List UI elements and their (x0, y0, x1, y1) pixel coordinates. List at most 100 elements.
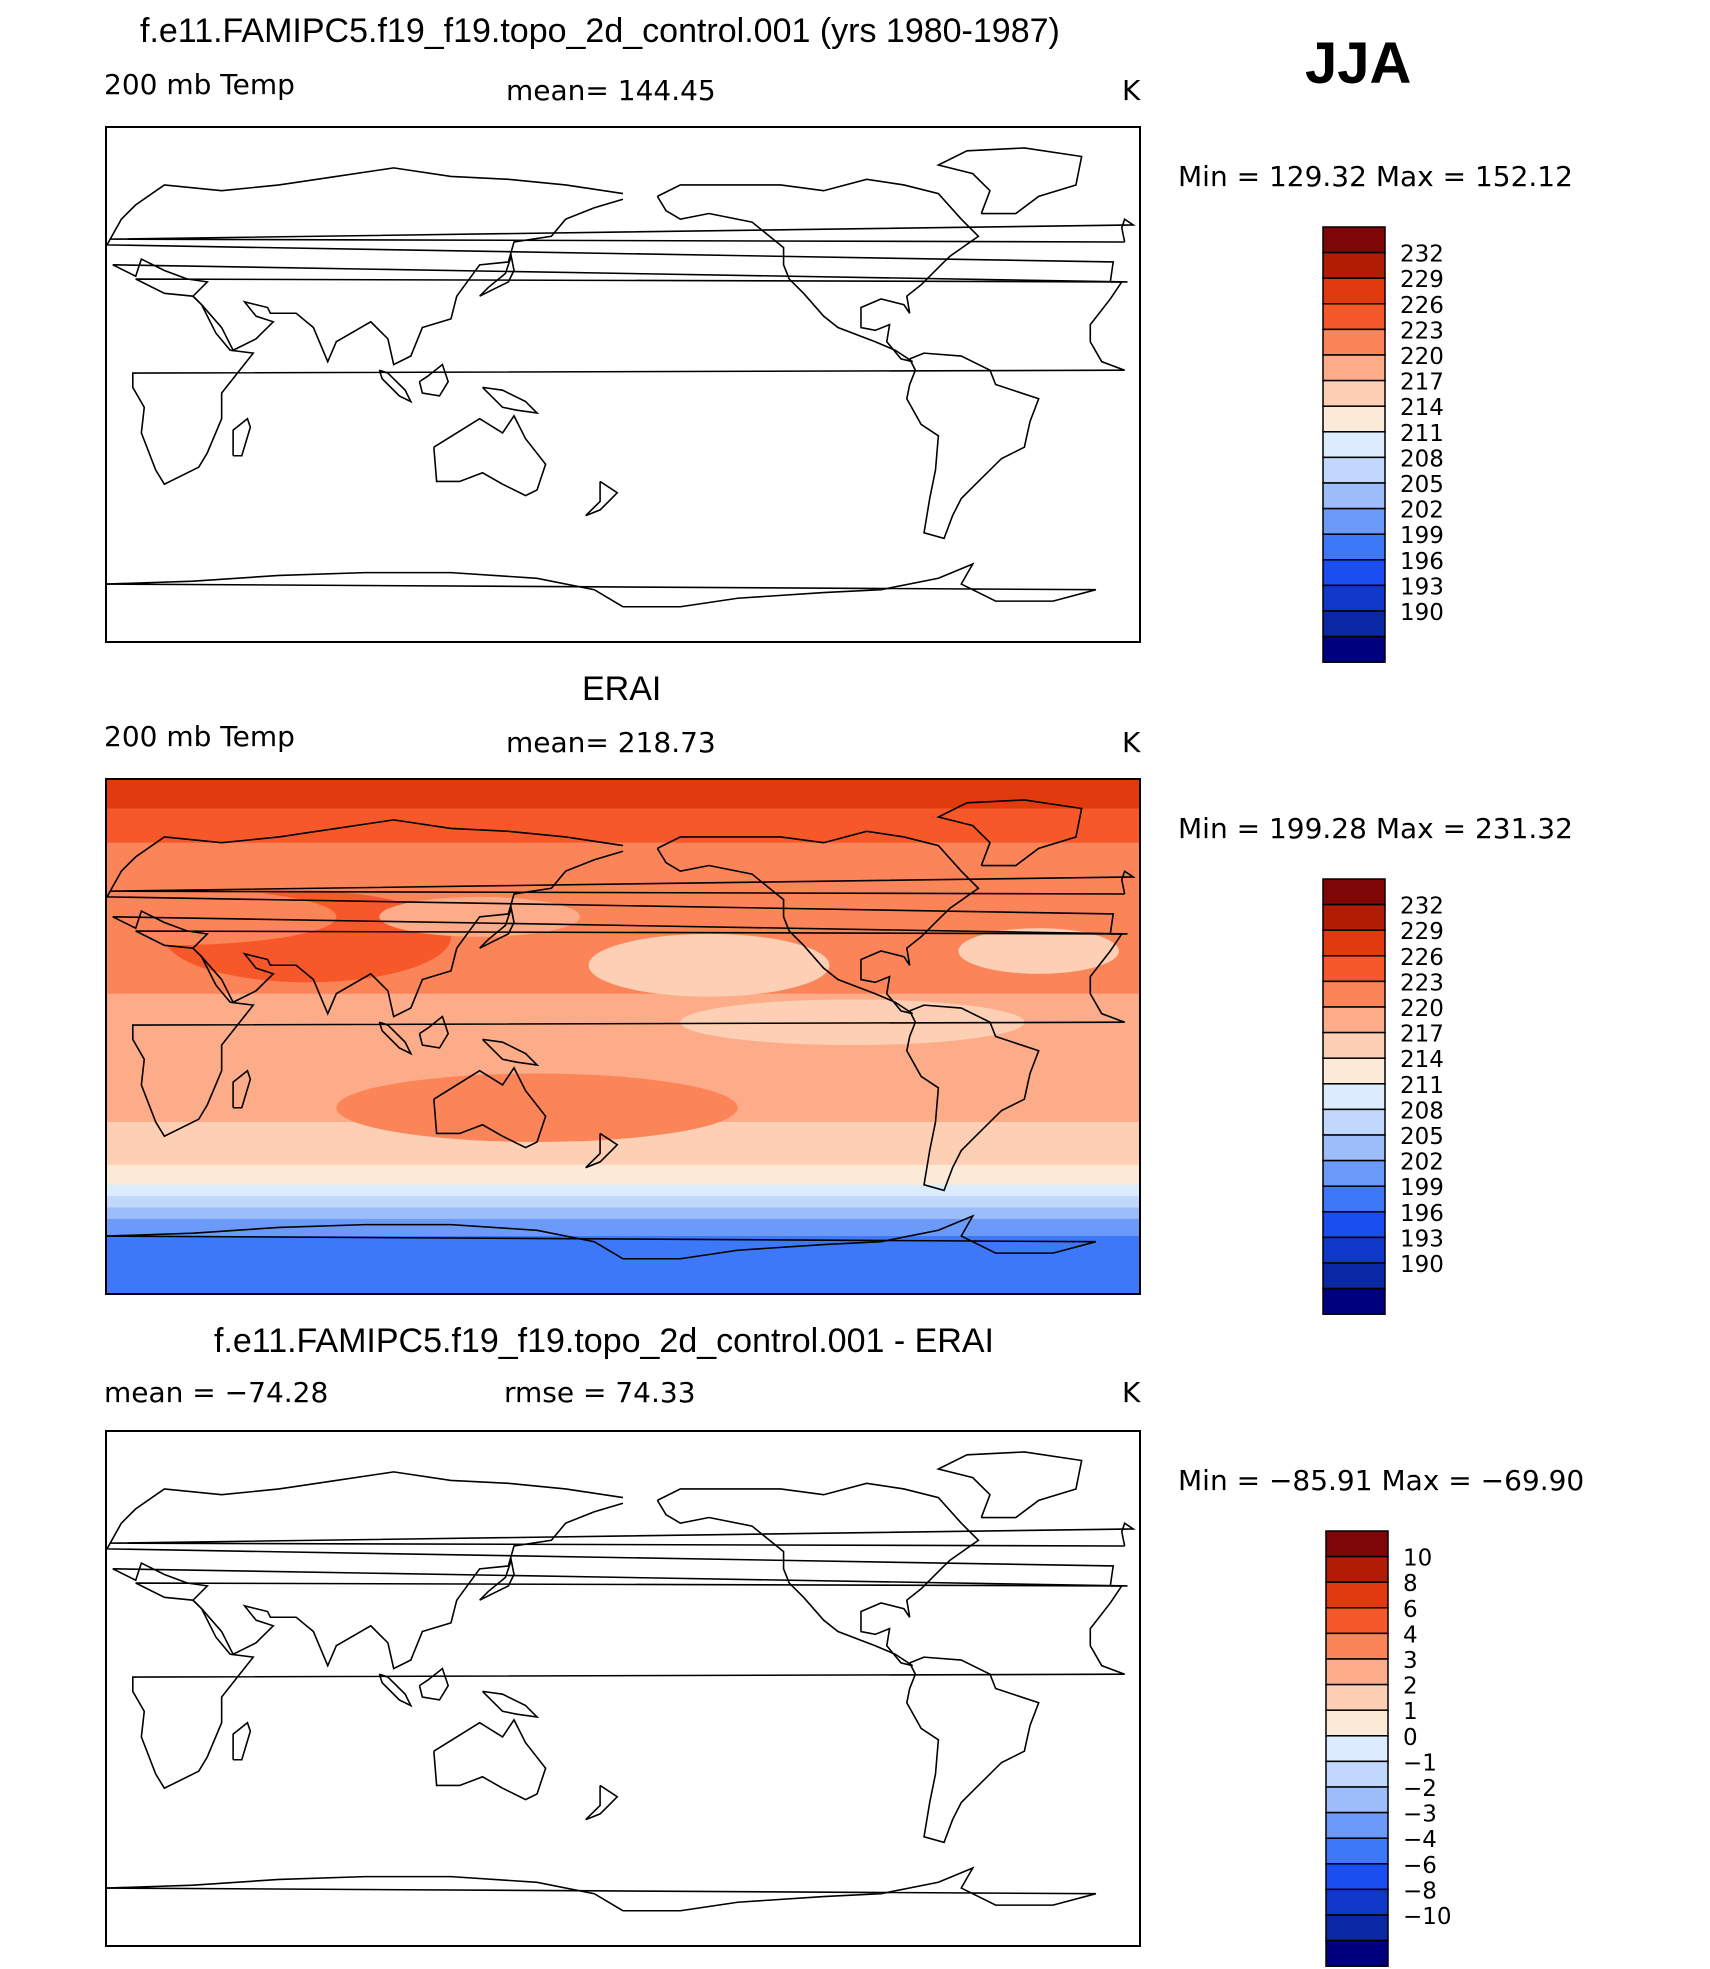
panel-2-minmax-label: Min = 199.28 Max = 231.32 (1178, 812, 1573, 845)
panel-3-minmax-label: Min = −85.91 Max = −69.90 (1178, 1464, 1585, 1497)
colorbar-tick-label: 2 (1403, 1674, 1418, 1700)
colorbar-tick-label: 229 (1400, 919, 1444, 945)
colorbar-box (1322, 405, 1386, 433)
coastline-13 (107, 562, 1097, 608)
coastline-15 (479, 253, 515, 297)
coastline-2 (132, 1582, 1125, 1790)
colorbar-tick-label: 205 (1400, 472, 1444, 498)
colorbar-box (1322, 635, 1386, 663)
colorbar-tick-label: 211 (1400, 421, 1444, 447)
colorbar-box (1325, 1786, 1389, 1814)
panel-3-map-svg (107, 1451, 1136, 1912)
colorbar-box (1322, 610, 1386, 638)
colorbar-box (1322, 354, 1386, 382)
colorbar-tick-label: 220 (1400, 996, 1444, 1022)
coastline-3 (232, 1721, 252, 1761)
coastline-12 (107, 1875, 624, 1912)
season-label: JJA (1305, 31, 1412, 96)
colorbar-tick-label: 0 (1403, 1725, 1418, 1751)
coastline-9 (418, 363, 450, 397)
colorbar-tick-label: 208 (1400, 446, 1444, 472)
colorbar-1-svg: 2322292262232202172142112082052021991961… (1322, 226, 1444, 663)
colorbar-box (1325, 1555, 1389, 1583)
colorbar-tick-label: 220 (1400, 344, 1444, 370)
coastline-4 (433, 1718, 547, 1801)
colorbar-tick-label: −6 (1403, 1853, 1437, 1879)
colorbar-tick-label: 6 (1403, 1597, 1418, 1623)
colorbar-tick-label: 226 (1400, 945, 1444, 971)
colorbar-box (1322, 251, 1386, 279)
colorbar-box (1322, 878, 1386, 906)
coastline-5 (585, 480, 619, 517)
colorbar-box (1325, 1709, 1389, 1737)
colorbar-box (1325, 1735, 1389, 1763)
colorbar-box (1322, 507, 1386, 535)
colorbar-box (1322, 303, 1386, 331)
colorbar-box (1322, 1287, 1386, 1315)
colorbar-box (1325, 1683, 1389, 1711)
panel-2-map-svg (107, 780, 1139, 1293)
colorbar-tick-label: 199 (1400, 523, 1444, 549)
colorbar-tick-label: 193 (1400, 1226, 1444, 1252)
coastline-0 (107, 1471, 1115, 1587)
colorbar-box (1325, 1658, 1389, 1686)
colorbar-tick-label: 205 (1400, 1124, 1444, 1150)
colorbar-box (1325, 1811, 1389, 1839)
colorbar-tick-label: 3 (1403, 1648, 1418, 1674)
colorbar-box (1322, 559, 1386, 587)
colorbar-box (1322, 1057, 1386, 1085)
colorbar-tick-label: 214 (1400, 395, 1444, 421)
coastline-6 (656, 830, 980, 1015)
colorbar-box (1322, 903, 1386, 931)
panel-1-map (105, 126, 1141, 643)
erai-contour-blob-2 (958, 928, 1119, 974)
colorbar-tick-label: 196 (1400, 549, 1444, 575)
colorbar-box (1325, 1760, 1389, 1788)
colorbar-tick-label: −3 (1403, 1802, 1437, 1828)
colorbar-tick-label: 232 (1400, 894, 1444, 920)
coastline-15 (479, 1557, 515, 1601)
colorbar-tick-label: 10 (1403, 1546, 1432, 1572)
erai-band-10 (107, 1207, 1139, 1220)
colorbar-tick-label: 223 (1400, 318, 1444, 344)
coastline-15 (479, 905, 515, 949)
colorbar-tick-label: 193 (1400, 574, 1444, 600)
erai-band-8 (107, 1184, 1139, 1197)
coastline-5 (585, 1784, 619, 1821)
panel-1-minmax-label: Min = 129.32 Max = 152.12 (1178, 160, 1573, 193)
coastline-10 (378, 1021, 413, 1056)
coastline-13 (107, 1214, 1097, 1260)
colorbar-tick-label: 202 (1400, 498, 1444, 524)
colorbar-tick-label: −1 (1403, 1750, 1437, 1776)
panel-2-units-label: K (1122, 726, 1141, 759)
colorbar-tick-label: 232 (1400, 242, 1444, 268)
colorbar-box (1322, 533, 1386, 561)
colorbar-box (1322, 929, 1386, 957)
colorbar-box (1325, 1939, 1389, 1967)
colorbar-box (1322, 1236, 1386, 1264)
coastline-12 (107, 1223, 624, 1260)
coastline-0 (107, 167, 1115, 283)
colorbar-box (1322, 1262, 1386, 1290)
panel-1-title: f.e11.FAMIPC5.f19_f19.topo_2d_control.00… (140, 12, 1060, 50)
panel-3-units-label: K (1122, 1376, 1141, 1409)
coastline-14 (109, 1521, 1136, 1547)
coastline-0 (107, 819, 1115, 935)
colorbar-tick-label: 199 (1400, 1175, 1444, 1201)
panel-1-variable-label: 200 mb Temp (104, 68, 295, 101)
colorbar-tick-label: 214 (1400, 1047, 1444, 1073)
panel-2-variable-label: 200 mb Temp (104, 720, 295, 753)
colorbar-box (1325, 1863, 1389, 1891)
colorbar-tick-label: 217 (1400, 370, 1444, 396)
colorbar-box (1322, 980, 1386, 1008)
colorbar-tick-label: 226 (1400, 293, 1444, 319)
colorbar-box (1322, 1159, 1386, 1187)
colorbar-tick-label: 202 (1400, 1150, 1444, 1176)
colorbar-tick-label: −4 (1403, 1827, 1437, 1853)
panel-2-mean-label: mean= 218.73 (506, 726, 716, 759)
erai-band-9 (107, 1196, 1139, 1208)
coastline-12 (107, 571, 624, 608)
colorbar-box (1322, 456, 1386, 484)
coastline-8 (905, 1656, 1040, 1844)
